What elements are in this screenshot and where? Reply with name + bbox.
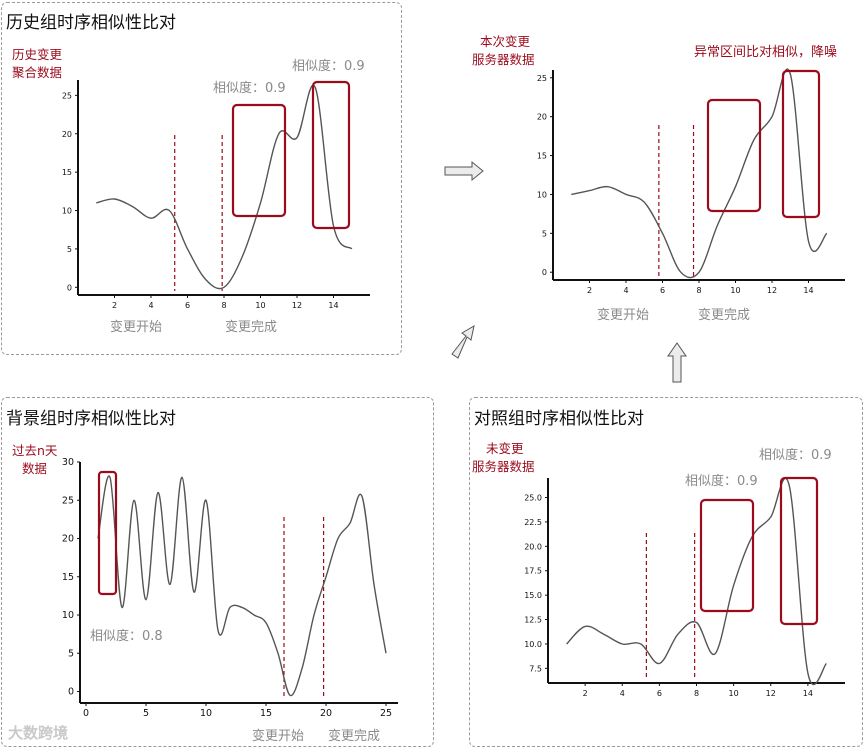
background-change-end-label: 变更完成 xyxy=(328,729,381,744)
background-series-line xyxy=(97,475,387,697)
history-source-label-1: 历史变更 xyxy=(12,47,63,62)
current-x-tick-label: 10 xyxy=(730,286,740,295)
history-x-tick-label: 2 xyxy=(112,301,117,310)
history-y-tick-label: 10 xyxy=(62,207,72,216)
watermark: 大数跨境 xyxy=(8,724,69,742)
current-source-label-2: 服务器数据 xyxy=(472,52,535,67)
history-y-tick-label: 25 xyxy=(62,91,72,100)
current-x-tick-label: 6 xyxy=(660,286,665,295)
current-x-tick-label: 14 xyxy=(803,286,813,295)
control-y-tick-label: 12.5 xyxy=(524,616,542,625)
history-y-tick-label: 5 xyxy=(67,245,72,254)
current-y-tick-label: 15 xyxy=(537,152,547,161)
history-source-label-2: 聚合数据 xyxy=(12,65,63,80)
history-x-tick-label: 6 xyxy=(185,301,190,310)
background-source-label-2: 数据 xyxy=(22,461,48,476)
background-similarity: 相似度：0.8 xyxy=(90,629,163,644)
current-y-tick-label: 20 xyxy=(537,113,547,122)
control-y-tick-label: 15.0 xyxy=(524,591,542,600)
control-y-tick-label: 20.0 xyxy=(524,542,542,551)
current-series-line xyxy=(571,68,828,279)
control-title: 对照组时序相似性比对 xyxy=(474,409,644,429)
arrow-background-to-current xyxy=(451,324,475,359)
control-series-line xyxy=(566,477,827,685)
history-y-tick-label: 20 xyxy=(62,130,72,139)
current-x-tick-label: 2 xyxy=(587,286,592,295)
background-panel xyxy=(1,397,434,747)
background-y-tick-label: 20 xyxy=(62,534,74,545)
history-highlight-box-2 xyxy=(311,80,351,230)
background-highlight-box xyxy=(97,470,118,596)
background-y-tick-label: 15 xyxy=(62,572,74,583)
history-title: 历史组时序相似性比对 xyxy=(6,13,176,33)
history-similarity-2: 相似度：0.9 xyxy=(292,59,365,74)
control-x-tick-label: 4 xyxy=(620,689,625,698)
control-y-tick-label: 10.0 xyxy=(524,640,542,649)
history-highlight-box-1 xyxy=(231,103,287,218)
control-x-tick-label: 12 xyxy=(766,689,776,698)
current-change-start-label: 变更开始 xyxy=(597,308,650,323)
control-x-tick-label: 8 xyxy=(694,689,699,698)
background-y-tick-label: 0 xyxy=(68,687,74,698)
current-x-tick-label: 12 xyxy=(767,286,777,295)
history-panel xyxy=(1,2,402,355)
background-x-tick-label: 25 xyxy=(380,708,392,719)
current-x-tick-label: 8 xyxy=(696,286,701,295)
history-x-tick-label: 8 xyxy=(221,301,226,310)
anomaly-note: 异常区间比对相似，降噪 xyxy=(694,45,838,60)
control-y-tick-label: 17.5 xyxy=(524,567,542,576)
control-highlight-box-2 xyxy=(779,476,819,626)
background-x-tick-label: 15 xyxy=(260,708,272,719)
current-y-tick-label: 10 xyxy=(537,190,547,199)
control-x-tick-label: 10 xyxy=(729,689,739,698)
background-y-tick-label: 10 xyxy=(62,610,74,621)
background-y-tick-label: 30 xyxy=(62,457,74,468)
control-highlight-box-1 xyxy=(699,498,755,613)
control-y-tick-label: 22.5 xyxy=(524,518,542,527)
control-source-label-1: 未变更 xyxy=(486,441,524,456)
history-x-tick-label: 12 xyxy=(292,301,302,310)
control-x-tick-label: 14 xyxy=(803,689,813,698)
history-y-tick-label: 15 xyxy=(62,168,72,177)
background-title: 背景组时序相似性比对 xyxy=(6,409,176,429)
background-x-tick-label: 20 xyxy=(320,708,332,719)
history-x-tick-label: 14 xyxy=(328,301,338,310)
history-similarity-1: 相似度：0.9 xyxy=(213,81,286,96)
control-similarity-1: 相似度：0.9 xyxy=(685,474,758,489)
background-y-tick-label: 25 xyxy=(62,495,74,506)
control-source-label-2: 服务器数据 xyxy=(472,459,535,474)
history-change-end-label: 变更完成 xyxy=(225,320,278,335)
history-series-line xyxy=(96,84,353,290)
current-highlight-box-2 xyxy=(781,69,821,219)
current-source-label-1: 本次变更 xyxy=(480,34,531,49)
current-highlight-box-1 xyxy=(706,98,762,213)
history-x-tick-label: 10 xyxy=(255,301,265,310)
current-change-end-label: 变更完成 xyxy=(698,308,751,323)
control-x-tick-label: 2 xyxy=(583,689,588,698)
current-y-tick-label: 0 xyxy=(542,268,547,277)
control-y-tick-label: 25.0 xyxy=(524,494,542,503)
background-x-tick-label: 10 xyxy=(200,708,212,719)
control-y-tick-label: 7.5 xyxy=(529,664,542,673)
history-y-tick-label: 0 xyxy=(67,283,72,292)
background-source-label-1: 过去n天 xyxy=(12,443,58,458)
control-panel xyxy=(469,397,863,747)
current-y-tick-label: 25 xyxy=(537,74,547,83)
control-similarity-2: 相似度：0.9 xyxy=(759,448,832,463)
background-x-tick-label: 5 xyxy=(143,708,149,719)
arrow-history-to-current xyxy=(444,160,484,182)
background-x-tick-label: 0 xyxy=(83,708,89,719)
history-x-tick-label: 4 xyxy=(148,301,153,310)
control-x-tick-label: 6 xyxy=(657,689,662,698)
background-change-start-label: 变更开始 xyxy=(252,729,305,744)
history-change-start-label: 变更开始 xyxy=(110,320,163,335)
current-x-tick-label: 4 xyxy=(623,286,628,295)
background-y-tick-label: 5 xyxy=(68,648,74,659)
current-y-tick-label: 5 xyxy=(542,229,547,238)
arrow-control-to-current xyxy=(667,342,687,383)
